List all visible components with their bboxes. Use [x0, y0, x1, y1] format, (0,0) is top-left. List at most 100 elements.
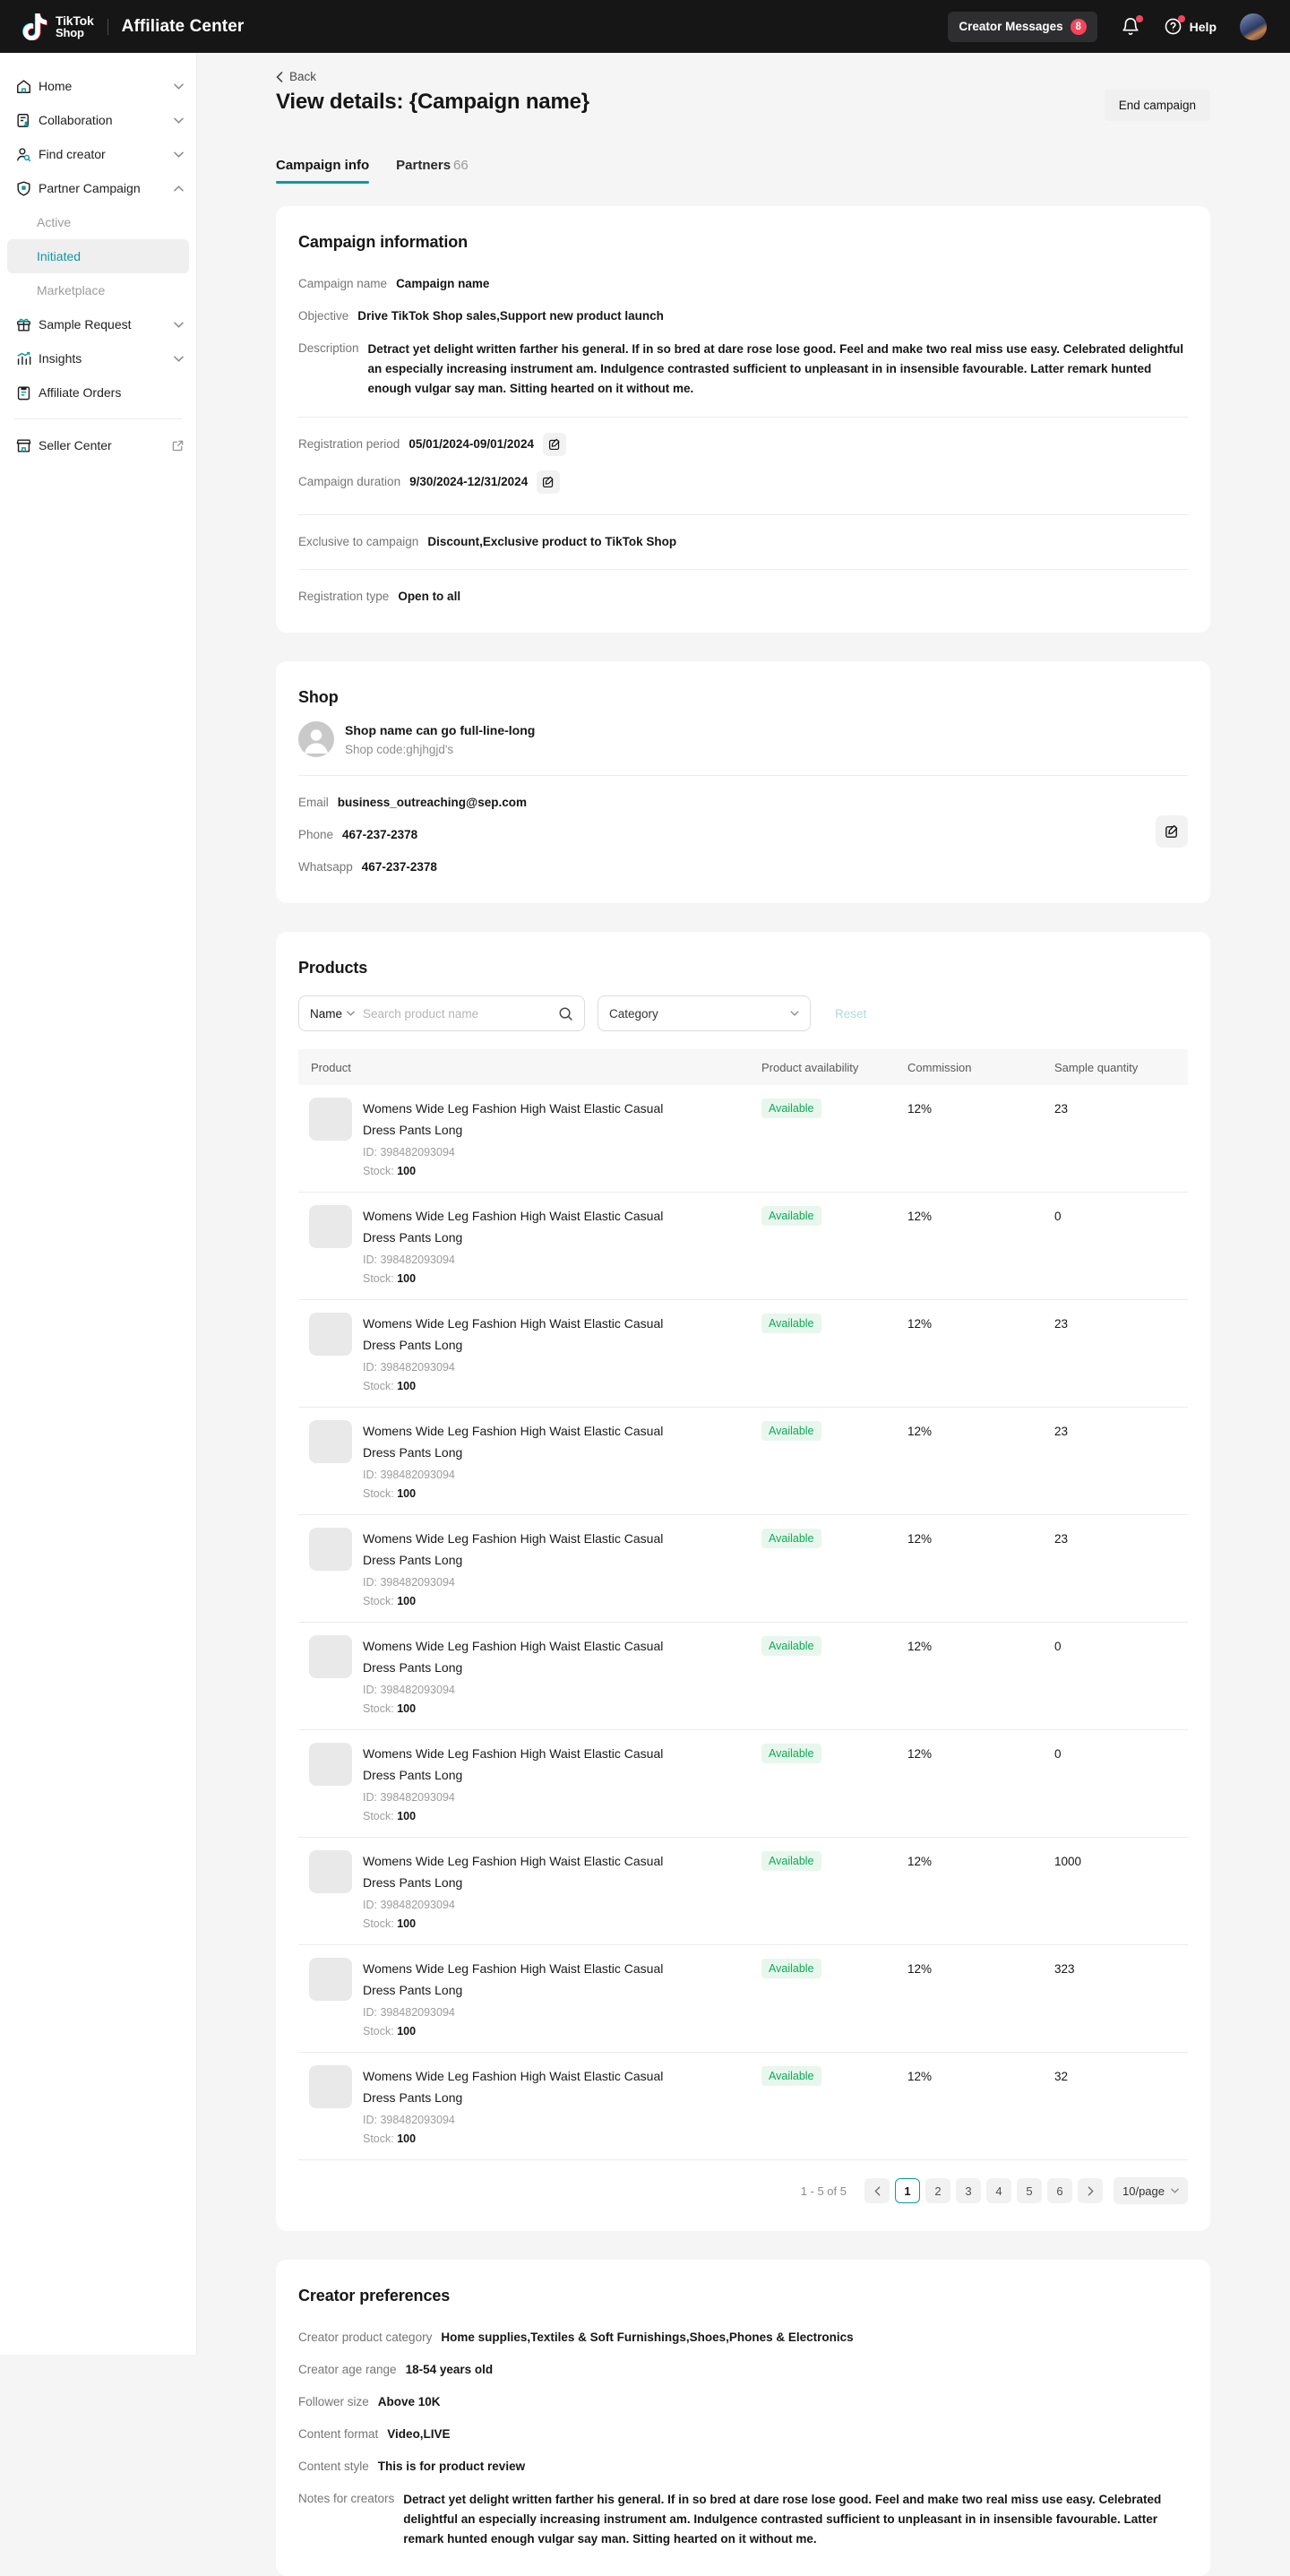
- product-table-row[interactable]: Womens Wide Leg Fashion High Waist Elast…: [298, 1730, 1188, 1838]
- product-image-placeholder: [309, 1743, 352, 1786]
- availability-cell: Available: [761, 1528, 907, 1607]
- tiktok-shop-logo[interactable]: TikTok Shop: [22, 13, 94, 40]
- sidebar-item-seller-center[interactable]: Seller Center: [0, 428, 196, 462]
- sidebar-subitem-active[interactable]: Active: [37, 215, 72, 229]
- product-table-row[interactable]: Womens Wide Leg Fashion High Waist Elast…: [298, 1408, 1188, 1515]
- search-field-select[interactable]: Name: [310, 1007, 355, 1021]
- product-image-placeholder: [309, 1850, 352, 1893]
- commission-cell: 12%: [907, 1532, 933, 1546]
- pagination-prev-button[interactable]: [864, 2178, 890, 2203]
- help-dot: [1177, 15, 1185, 22]
- page-size-select[interactable]: 10/page: [1114, 2177, 1188, 2204]
- tab-partners[interactable]: Partners 66: [396, 158, 469, 173]
- sidebar-item-home[interactable]: Home: [0, 69, 196, 103]
- sidebar-item-sample-request[interactable]: Sample Request: [0, 307, 196, 341]
- availability-badge: Available: [761, 1421, 821, 1441]
- objective-row: Objective Drive TikTok Shop sales,Suppor…: [298, 309, 664, 323]
- availability-cell: Available: [761, 1420, 907, 1500]
- sample-request-icon: [15, 316, 32, 333]
- product-image-placeholder: [309, 2065, 352, 2108]
- pagination-next-button[interactable]: [1078, 2178, 1103, 2203]
- product-id: ID: 398482093094: [363, 2114, 455, 2126]
- product-search-input[interactable]: Name Search product name: [298, 995, 585, 1031]
- sidebar-item-affiliate-orders[interactable]: Affiliate Orders: [0, 375, 196, 409]
- category-select[interactable]: Category: [598, 995, 811, 1031]
- edit-contacts-button[interactable]: [1156, 815, 1188, 848]
- help-button[interactable]: Help: [1164, 15, 1217, 36]
- creator-messages-badge: 8: [1070, 18, 1087, 35]
- sidebar-subitem-initiated[interactable]: Initiated: [7, 239, 189, 273]
- product-table-row[interactable]: Womens Wide Leg Fashion High Waist Elast…: [298, 1945, 1188, 2053]
- product-table-row[interactable]: Womens Wide Leg Fashion High Waist Elast…: [298, 1085, 1188, 1193]
- commission-cell: 12%: [907, 1102, 933, 1116]
- product-id: ID: 398482093094: [363, 2006, 455, 2019]
- product-stock: Stock: 100: [363, 1810, 417, 1822]
- sidebar-item-partner-campaign[interactable]: Partner Campaign: [0, 171, 196, 205]
- page-button[interactable]: 1: [895, 2178, 920, 2203]
- sample-quantity-cell: 0: [1054, 1640, 1062, 1653]
- page-button[interactable]: 4: [986, 2178, 1011, 2203]
- chevron-down-icon: [174, 151, 184, 158]
- find-creator-icon: [15, 146, 32, 163]
- availability-cell: Available: [761, 1635, 907, 1715]
- product-table-row[interactable]: Womens Wide Leg Fashion High Waist Elast…: [298, 1515, 1188, 1623]
- campaign-information-title: Campaign information: [298, 233, 469, 251]
- edit-campaign-duration-button[interactable]: [537, 470, 561, 494]
- sidebar-item-insights[interactable]: Insights: [0, 341, 196, 375]
- divider: [298, 417, 1188, 418]
- edit-registration-period-button[interactable]: [542, 433, 566, 456]
- product-cell: Womens Wide Leg Fashion High Waist Elast…: [298, 1313, 761, 1392]
- creator-age-row: Creator age range 18-54 years old: [298, 2363, 494, 2376]
- sample-quantity-cell: 0: [1054, 1210, 1062, 1223]
- email-row: Email business_outreaching@sep.com: [298, 796, 527, 809]
- product-id: ID: 398482093094: [363, 1791, 455, 1804]
- products-filter-bar: Name Search product name Category Reset: [298, 995, 1188, 1031]
- product-table-body: Womens Wide Leg Fashion High Waist Elast…: [298, 1085, 1188, 2160]
- page-button[interactable]: 2: [925, 2178, 950, 2203]
- page-title: View details: {Campaign name}: [276, 90, 589, 114]
- sidebar: Home Collaboration Find creator Partner …: [0, 53, 197, 2355]
- product-table-row[interactable]: Womens Wide Leg Fashion High Waist Elast…: [298, 1300, 1188, 1408]
- chevron-down-icon: [1171, 2188, 1179, 2193]
- whatsapp-row: Whatsapp 467-237-2378: [298, 860, 437, 874]
- availability-badge: Available: [761, 1959, 821, 1978]
- product-id: ID: 398482093094: [363, 1469, 455, 1481]
- user-avatar[interactable]: [1240, 13, 1267, 40]
- product-table-row[interactable]: Womens Wide Leg Fashion High Waist Elast…: [298, 2053, 1188, 2160]
- product-table-row[interactable]: Womens Wide Leg Fashion High Waist Elast…: [298, 1623, 1188, 1730]
- registration-period-row: Registration period 05/01/2024-09/01/202…: [298, 433, 1188, 459]
- home-icon: [15, 78, 32, 95]
- reset-filters-link[interactable]: Reset: [835, 1006, 867, 1021]
- availability-badge: Available: [761, 1851, 821, 1871]
- sidebar-item-collaboration[interactable]: Collaboration: [0, 103, 196, 137]
- top-bar: TikTok Shop Affiliate Center Creator Mes…: [0, 0, 1290, 53]
- back-link[interactable]: Back: [276, 70, 316, 83]
- product-name: Womens Wide Leg Fashion High Waist Elast…: [363, 1101, 664, 1137]
- chevron-down-icon: [174, 83, 184, 90]
- notes-for-creators-row: Notes for creators Detract yet delight w…: [298, 2492, 1162, 2546]
- product-name: Womens Wide Leg Fashion High Waist Elast…: [363, 1531, 664, 1567]
- product-stock: Stock: 100: [363, 1380, 417, 1392]
- notifications-bell-button[interactable]: [1121, 14, 1143, 37]
- page-button[interactable]: 6: [1047, 2178, 1072, 2203]
- page-button[interactable]: 5: [1017, 2178, 1042, 2203]
- product-stock: Stock: 100: [363, 1487, 417, 1500]
- sidebar-item-find-creator[interactable]: Find creator: [0, 137, 196, 171]
- tab-campaign-info[interactable]: Campaign info: [276, 158, 370, 184]
- commission-cell: 12%: [907, 1317, 933, 1331]
- app-title: Affiliate Center: [121, 16, 245, 36]
- availability-badge: Available: [761, 1636, 821, 1656]
- tab-bar: Campaign info Partners 66: [276, 158, 1210, 184]
- shop-avatar: [298, 721, 334, 757]
- insights-icon: [15, 350, 32, 367]
- search-icon[interactable]: [558, 1006, 573, 1021]
- end-campaign-button[interactable]: End campaign: [1104, 90, 1210, 121]
- creator-messages-button[interactable]: Creator Messages 8: [948, 11, 1097, 42]
- product-table-row[interactable]: Womens Wide Leg Fashion High Waist Elast…: [298, 1838, 1188, 1945]
- product-table-row[interactable]: Womens Wide Leg Fashion High Waist Elast…: [298, 1193, 1188, 1300]
- creator-messages-label: Creator Messages: [959, 20, 1063, 33]
- page-button[interactable]: 3: [956, 2178, 981, 2203]
- sidebar-subitem-marketplace[interactable]: Marketplace: [37, 283, 106, 297]
- product-image-placeholder: [309, 1528, 352, 1571]
